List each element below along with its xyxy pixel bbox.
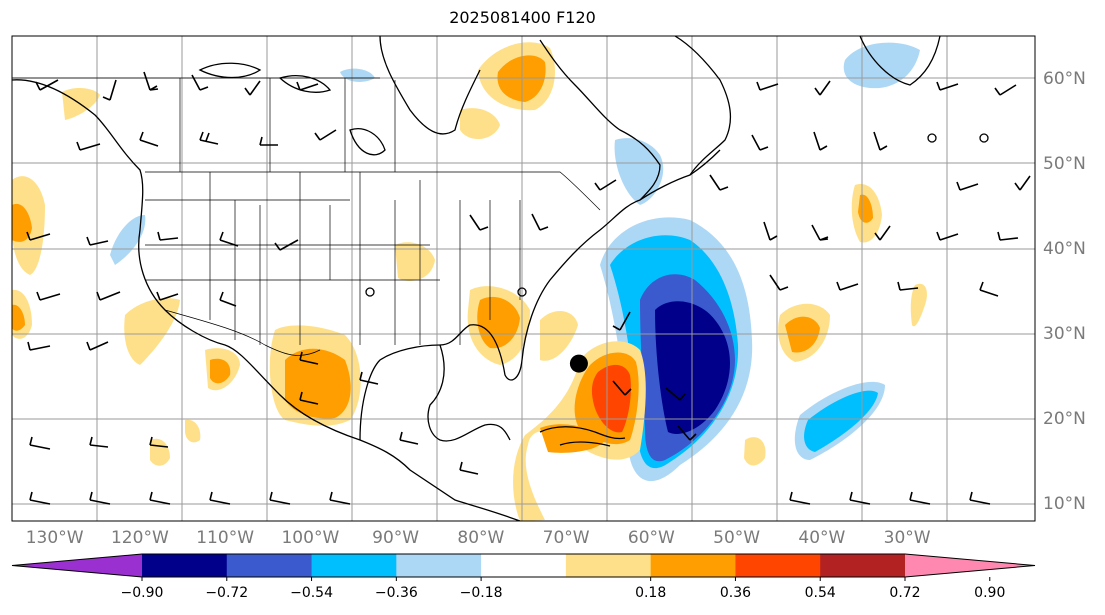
- lon-label: 40°W: [798, 528, 846, 548]
- lat-label: 20°N: [1043, 408, 1086, 429]
- lon-label: 110°W: [196, 528, 255, 548]
- lon-label: 50°W: [713, 528, 761, 548]
- lat-label: 10°N: [1043, 493, 1086, 514]
- colorbar-tick-label: −0.54: [290, 585, 333, 601]
- lon-label: 60°W: [627, 528, 675, 548]
- colorbar-extend-low: [12, 554, 142, 577]
- lon-label: 120°W: [110, 528, 169, 548]
- coastlines: [12, 36, 941, 521]
- colorbar-tick-label: 0.18: [635, 585, 667, 601]
- colorbar-segment: [311, 554, 397, 577]
- lat-label: 60°N: [1043, 68, 1086, 89]
- colorbar-segment: [396, 554, 482, 577]
- colorbar-segment: [226, 554, 313, 577]
- lon-label: 90°W: [372, 528, 420, 548]
- colorbar-segment: [142, 554, 228, 577]
- lon-label: 70°W: [542, 528, 590, 548]
- wind-barbs: [26, 71, 1031, 505]
- colorbar-tick-label: 0.36: [719, 585, 752, 601]
- storm-center-marker: [569, 354, 588, 373]
- lon-label: 30°W: [883, 528, 931, 548]
- colorbar-segment: [735, 554, 821, 577]
- map-title: 2025081400 F120: [449, 8, 596, 27]
- colorbar-segment: [481, 554, 567, 577]
- colorbar-segment: [565, 554, 652, 577]
- lat-label: 40°N: [1043, 238, 1086, 259]
- lon-label: 80°W: [457, 528, 505, 548]
- colorbar: [11, 553, 1036, 581]
- lat-label: 30°N: [1043, 323, 1086, 344]
- colorbar-tick-label: −0.18: [459, 585, 503, 601]
- lat-label: 50°N: [1043, 153, 1086, 174]
- lon-label: 130°W: [25, 528, 84, 548]
- colorbar-segment: [650, 554, 736, 577]
- colorbar-tick-label: −0.36: [374, 585, 418, 601]
- colorbar-extend-high: [905, 554, 1035, 577]
- map-frame: [11, 35, 1036, 522]
- colorbar-tick-label: 0.54: [804, 585, 836, 601]
- colorbar-segment: [820, 554, 906, 577]
- positive-anomaly-shading: [12, 42, 927, 521]
- lon-label: 100°W: [281, 528, 340, 548]
- colorbar-tick-label: −0.72: [205, 585, 249, 601]
- political-borders: [12, 77, 601, 356]
- colorbar-tick-label: 0.72: [889, 585, 921, 601]
- colorbar-tick-label: −0.90: [120, 585, 164, 601]
- colorbar-tick-label: 0.90: [974, 585, 1006, 601]
- calm-wind-circles: [365, 133, 989, 297]
